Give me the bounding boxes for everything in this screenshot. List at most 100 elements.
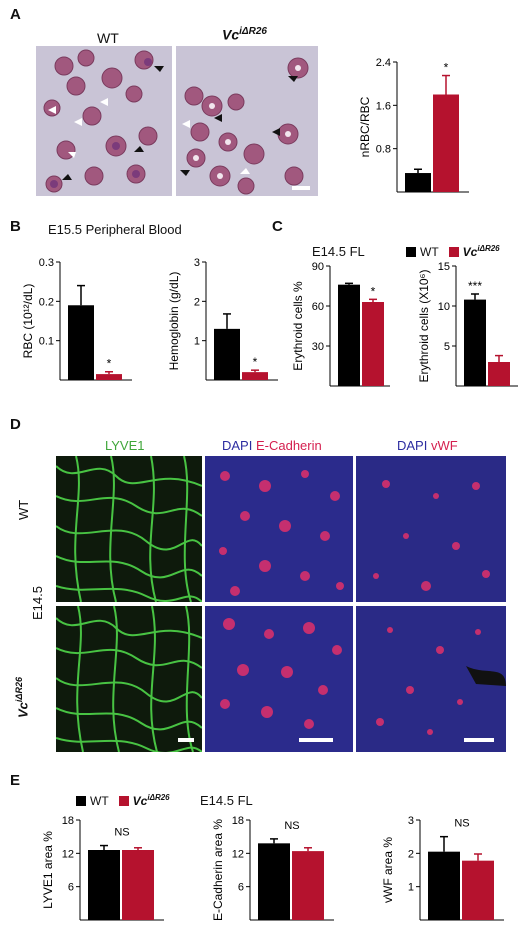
y-tick-label: 0.2 bbox=[39, 296, 54, 308]
image-ecad-ko bbox=[205, 606, 353, 752]
bar-wt bbox=[338, 284, 360, 386]
bar-wt bbox=[68, 305, 94, 380]
image-ecad-wt bbox=[205, 456, 353, 602]
legend-e-wt-label: WT bbox=[90, 793, 109, 808]
chart-e-ecad: 6 12 18 E-Cadherin area % NS bbox=[211, 815, 334, 921]
y-tick-label: 3 bbox=[194, 257, 200, 269]
panel-letter-b: B bbox=[10, 218, 21, 235]
bar-wt bbox=[88, 850, 120, 920]
bar-ko bbox=[462, 860, 494, 920]
image-lyve1-ko bbox=[56, 606, 202, 752]
panel-a-ko-label: VciΔR26 bbox=[222, 26, 267, 43]
y-tick-label: 3 bbox=[408, 815, 414, 827]
image-vwf-wt-pattern bbox=[373, 480, 490, 591]
legend-c: WT VciΔR26 bbox=[406, 244, 500, 259]
legend-e-ko-swatch bbox=[118, 795, 129, 806]
legend-ko-swatch bbox=[448, 246, 459, 257]
legend-wt-swatch bbox=[406, 246, 416, 257]
image-vwf-wt bbox=[356, 456, 506, 602]
blood-smear-wt-cells bbox=[43, 49, 164, 193]
y-tick-label: 18 bbox=[62, 815, 74, 827]
image-vwf-ko-pattern bbox=[376, 627, 506, 742]
y-tick-label: 12 bbox=[232, 848, 244, 860]
blood-smear-wt bbox=[36, 46, 172, 196]
chart-b-hgb: 1 2 3 Hemoglobin (g/dL) * bbox=[167, 257, 278, 381]
chart-e-vwf: 1 2 3 vWF area % NS bbox=[381, 815, 504, 921]
y-tick-label: 2 bbox=[408, 848, 414, 860]
blood-smear-ko-cells bbox=[180, 57, 310, 195]
bar-ko bbox=[122, 850, 154, 920]
bar-ko bbox=[488, 362, 510, 386]
significance-label: * bbox=[107, 357, 112, 371]
y-tick-label: 1.6 bbox=[376, 100, 391, 112]
panel-b-title: E15.5 Peripheral Blood bbox=[48, 222, 182, 237]
panel-d-row2-label: VciΔR26 bbox=[14, 677, 31, 718]
bar-wt bbox=[428, 851, 460, 920]
image-vwf-ko bbox=[356, 606, 506, 752]
bar-wt bbox=[258, 843, 290, 920]
image-lyve1-ko-pattern bbox=[56, 606, 202, 752]
y-tick-label: 1 bbox=[408, 882, 414, 894]
chart-a: 0.8 1.6 2.4 nRBC/RBC * bbox=[358, 57, 469, 193]
significance-label: *** bbox=[468, 279, 482, 293]
panel-c-title: E14.5 FL bbox=[312, 244, 365, 259]
panel-a-wt-label: WT bbox=[97, 30, 119, 46]
y-tick-label: 0.8 bbox=[376, 144, 391, 156]
legend-e-wt-swatch bbox=[76, 795, 86, 806]
bar-wt bbox=[214, 328, 240, 380]
bar-ko bbox=[292, 851, 324, 920]
bar-wt bbox=[405, 173, 431, 192]
y-tick-label: 30 bbox=[312, 341, 324, 353]
y-axis-label: E-Cadherin area % bbox=[211, 819, 225, 921]
panel-letter-c: C bbox=[272, 218, 283, 235]
panel-letter-e: E bbox=[10, 772, 21, 789]
blood-smear-ko bbox=[176, 46, 318, 196]
panel-d-col3-label: DAPI vWF bbox=[397, 438, 458, 453]
y-tick-label: 0.3 bbox=[39, 257, 54, 269]
ns-annotation: NS bbox=[454, 818, 469, 830]
image-lyve1-wt-pattern bbox=[56, 456, 202, 602]
y-axis-label: LYVE1 area % bbox=[41, 831, 55, 909]
bar-ko bbox=[96, 374, 122, 380]
panel-letter-a: A bbox=[10, 6, 21, 23]
image-ecad-wt-pattern bbox=[219, 470, 344, 596]
bar-ko bbox=[433, 94, 459, 192]
y-tick-label: 18 bbox=[232, 815, 244, 827]
panel-d-col1-label: LYVE1 bbox=[105, 438, 145, 453]
image-lyve1-wt bbox=[56, 456, 202, 602]
significance-label: * bbox=[371, 284, 376, 298]
image-ecad-ko-pattern bbox=[220, 618, 342, 742]
bar-ko bbox=[242, 372, 268, 380]
y-tick-label: 2.4 bbox=[376, 57, 391, 69]
legend-ko-label: VciΔR26 bbox=[462, 244, 500, 259]
panel-d-row1-label: WT bbox=[16, 499, 31, 520]
chart-b-rbc: 0.1 0.2 0.3 RBC (10¹²/dL) * bbox=[21, 257, 132, 381]
y-axis-label: Erythroid cells % bbox=[291, 281, 305, 371]
chart-c-pct: 30 60 90 Erythroid cells % * bbox=[291, 261, 390, 387]
y-tick-label: 15 bbox=[438, 261, 450, 273]
y-tick-label: 6 bbox=[238, 882, 244, 894]
y-tick-label: 0.1 bbox=[39, 336, 54, 348]
y-tick-label: 1 bbox=[194, 336, 200, 348]
panel-e-title: E14.5 FL bbox=[200, 793, 253, 808]
y-tick-label: 12 bbox=[62, 848, 74, 860]
y-tick-label: 5 bbox=[444, 341, 450, 353]
y-axis-label: RBC (10¹²/dL) bbox=[21, 284, 35, 359]
y-tick-label: 10 bbox=[438, 301, 450, 313]
panel-d-row-mid-label: E14.5 bbox=[30, 586, 45, 620]
panel-letter-d: D bbox=[10, 416, 21, 433]
y-tick-label: 6 bbox=[68, 882, 74, 894]
legend-e-ko-label: VciΔR26 bbox=[132, 793, 170, 808]
bar-ko bbox=[362, 302, 384, 386]
panel-d-col2-label: DAPI E-Cadherin bbox=[222, 438, 322, 453]
y-axis-label: nRBC/RBC bbox=[358, 96, 372, 157]
y-tick-label: 2 bbox=[194, 296, 200, 308]
y-axis-label: vWF area % bbox=[381, 837, 395, 903]
ns-annotation: NS bbox=[114, 827, 129, 839]
bar-wt bbox=[464, 299, 486, 386]
legend-wt-label: WT bbox=[420, 244, 439, 259]
significance-label: * bbox=[444, 61, 449, 75]
legend-e: WT VciΔR26 bbox=[76, 793, 170, 808]
chart-c-count: 5 10 15 Erythroid cells (X10⁶) *** bbox=[417, 261, 518, 387]
significance-label: * bbox=[253, 355, 258, 369]
